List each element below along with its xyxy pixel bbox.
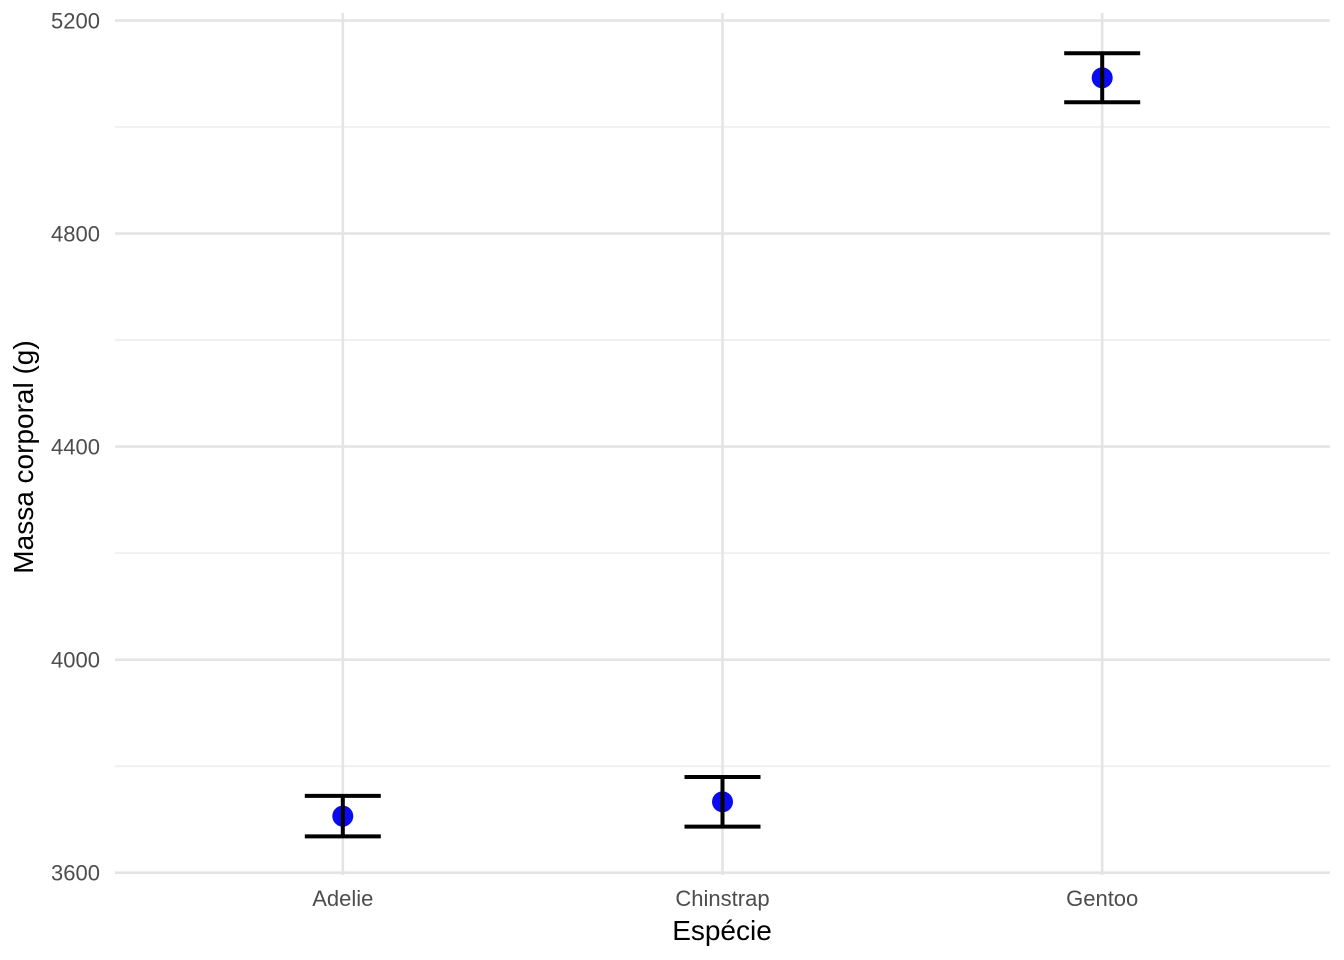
y-axis-tick-labels: 3600 4000 4400 4800 5200 [51,9,100,886]
x-tick-label-gentoo: Gentoo [1066,886,1138,911]
errorbar-chinstrap [684,774,761,829]
gridlines-major-x [341,13,1104,875]
y-axis-title: Massa corporal (g) [8,340,39,573]
x-axis-title: Espécie [672,915,772,946]
x-tick-label-adelie: Adelie [312,886,373,911]
errorbar-adelie [304,793,381,839]
y-tick-label-4800: 4800 [51,222,100,247]
y-tick-label-4000: 4000 [51,648,100,673]
y-tick-label-5200: 5200 [51,9,100,34]
errorbar-gentoo [1064,51,1141,105]
y-tick-label-4400: 4400 [51,435,100,460]
x-tick-label-chinstrap: Chinstrap [675,886,769,911]
data-marks [304,51,1141,839]
y-tick-label-3600: 3600 [51,861,100,886]
x-axis-tick-labels: Adelie Chinstrap Gentoo [312,886,1138,911]
